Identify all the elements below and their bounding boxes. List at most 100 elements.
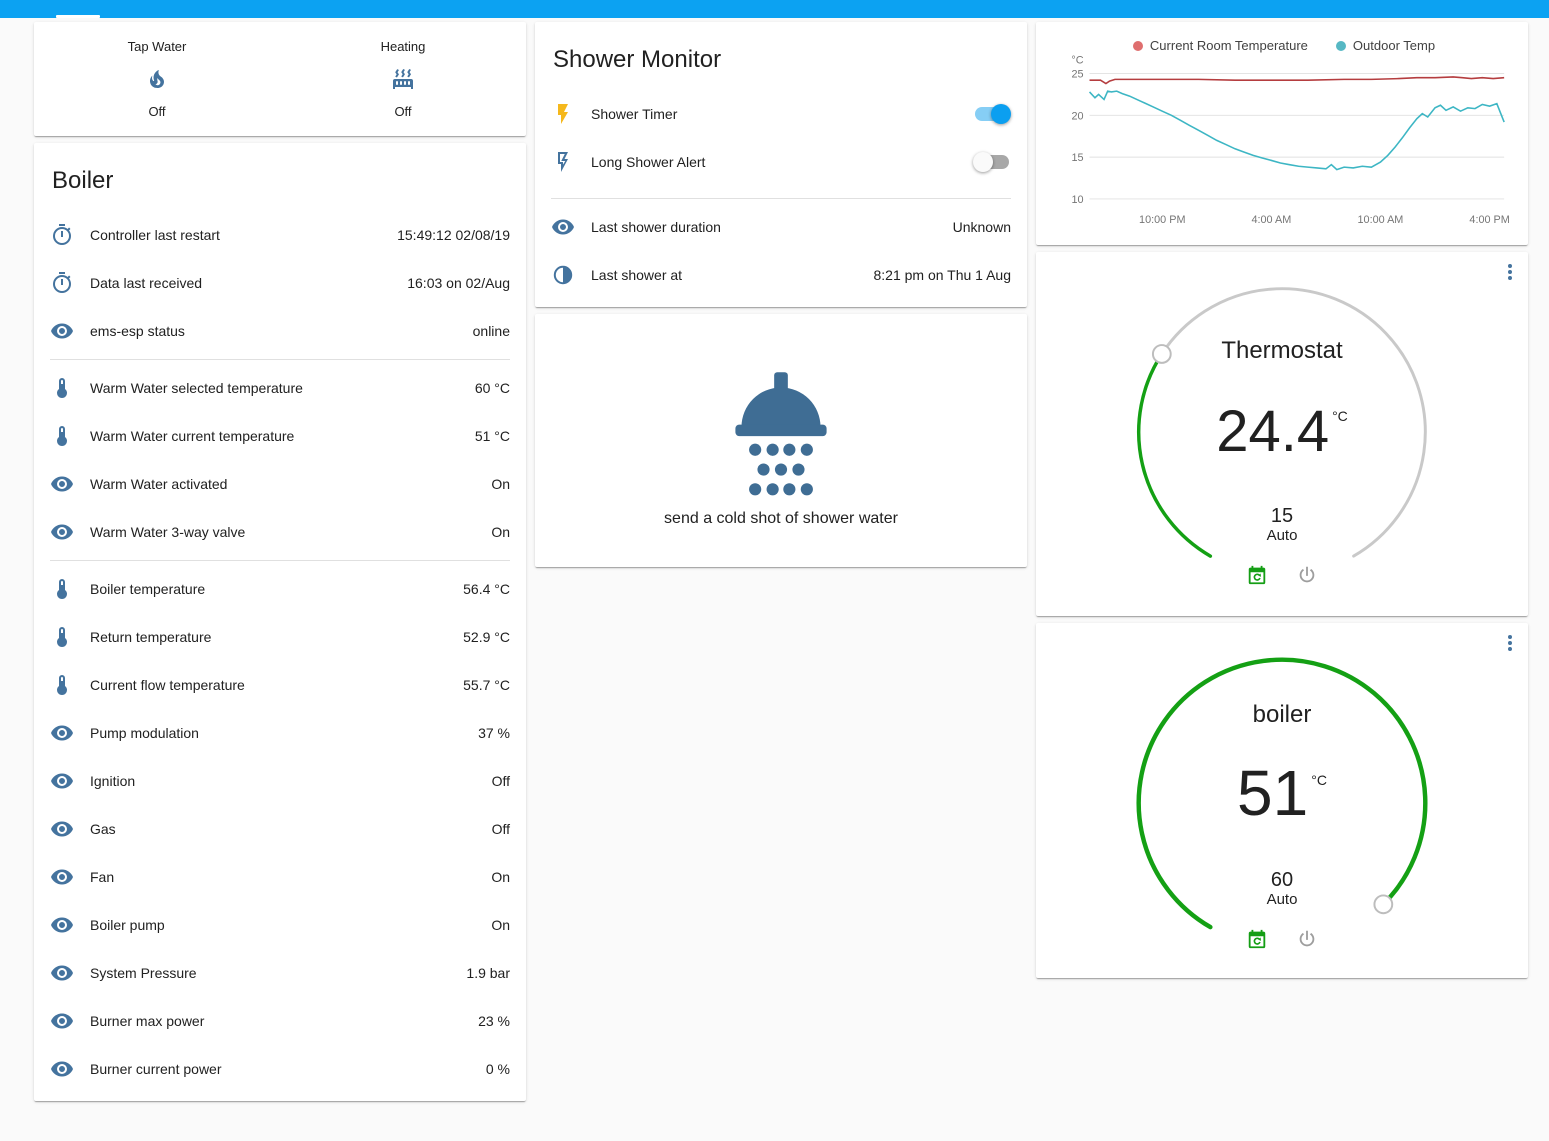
glance-item-tap-water[interactable]: Tap Water Off <box>46 39 267 119</box>
entity-value: 8:21 pm on Thu 1 Aug <box>873 267 1011 283</box>
temperature-value: 24.4 <box>1216 399 1330 464</box>
thermometer-icon <box>50 625 74 649</box>
divider <box>50 560 510 561</box>
calendar-refresh-icon[interactable] <box>1246 564 1268 586</box>
card-title: Boiler <box>52 167 114 194</box>
app-header <box>0 0 1549 18</box>
entity-row-return-temperature[interactable]: Return temperature 52.9 °C <box>34 613 526 661</box>
power-icon[interactable] <box>1296 564 1318 586</box>
entity-label: Warm Water 3-way valve <box>90 524 246 540</box>
entity-label: Warm Water activated <box>90 476 228 492</box>
entity-label: Controller last restart <box>90 227 220 243</box>
card-title: Shower Monitor <box>553 46 722 73</box>
svg-text:4:00 PM: 4:00 PM <box>1469 214 1509 226</box>
thermometer-icon <box>50 673 74 697</box>
entity-row-fan[interactable]: Fan On <box>34 853 526 901</box>
svg-text:°C: °C <box>1071 55 1083 67</box>
dial-gauge <box>1136 657 1428 930</box>
flash-icon <box>551 102 575 126</box>
entity-value: 60 °C <box>474 380 510 396</box>
entity-value: On <box>491 524 510 540</box>
svg-text:25: 25 <box>1072 69 1084 81</box>
entity-value: Unknown <box>952 219 1011 235</box>
entity-value: 51 °C <box>474 428 510 444</box>
entity-label: Return temperature <box>90 629 212 645</box>
more-menu-button[interactable] <box>1498 631 1522 655</box>
thermometer-icon <box>50 376 74 400</box>
entity-row-burner-current-power[interactable]: Burner current power 0 % <box>34 1045 526 1093</box>
entity-label: Ignition <box>90 773 136 789</box>
entity-row-shower-timer[interactable]: Shower Timer <box>535 90 1027 138</box>
divider <box>551 198 1011 199</box>
dashboard: Tap Water Off Heating Off Boiler Controller… <box>0 18 1549 1117</box>
entity-row-warm-water-selected-temperature[interactable]: Warm Water selected temperature 60 °C <box>34 364 526 412</box>
entity-label: Pump modulation <box>90 725 199 741</box>
entity-value: 23 % <box>478 1013 510 1029</box>
fire-icon <box>145 67 169 91</box>
entity-row-current-flow-temperature[interactable]: Current flow temperature 55.7 °C <box>34 661 526 709</box>
boiler-dial[interactable]: boiler 51 °C 60 Auto <box>1114 635 1450 971</box>
entity-row-warm-water-activated[interactable]: Warm Water activated On <box>34 460 526 508</box>
eye-icon <box>50 913 74 937</box>
glance-card: Tap Water Off Heating Off <box>34 22 526 136</box>
entity-label: Shower Timer <box>591 106 678 122</box>
toggle-long-shower-alert[interactable] <box>973 152 1011 172</box>
dial-value: 51 °C <box>1114 756 1450 830</box>
entity-row-system-pressure[interactable]: System Pressure 1.9 bar <box>34 949 526 997</box>
entity-label: Data last received <box>90 275 203 291</box>
toggle-thumb <box>973 152 993 172</box>
eye-icon <box>50 961 74 985</box>
column-3: Current Room Temperature Outdoor Temp 10 1… <box>1036 22 1528 978</box>
entity-value: 37 % <box>478 725 510 741</box>
eye-icon <box>50 769 74 793</box>
dial-mode: Auto <box>1266 527 1298 544</box>
boiler-entities-card: Boiler Controller last restart 15:49:12 0… <box>34 143 526 1101</box>
dial-gauge <box>1137 287 1427 558</box>
dial-title: Thermostat <box>1221 337 1343 364</box>
toggle-thumb <box>991 104 1011 124</box>
glance-item-heating[interactable]: Heating Off <box>292 39 513 119</box>
entity-row-warm-water-3-way-valve[interactable]: Warm Water 3-way valve On <box>34 508 526 556</box>
active-tab-indicator[interactable] <box>56 15 100 18</box>
dial-setpoint: 15 <box>1270 505 1294 527</box>
dial-mode: Auto <box>1266 891 1298 908</box>
entity-row-burner-max-power[interactable]: Burner max power 23 % <box>34 997 526 1045</box>
toggle-shower-timer[interactable] <box>973 104 1011 124</box>
svg-text:10:00 AM: 10:00 AM <box>1358 214 1404 226</box>
entity-value: online <box>472 323 510 339</box>
thermometer-icon <box>50 424 74 448</box>
eye-icon <box>551 215 575 239</box>
shower-action-card[interactable]: send a cold shot of shower water <box>535 314 1027 567</box>
thermostat-dial[interactable]: Thermostat 24.4 °C 15 Auto <box>1114 264 1450 600</box>
entity-row-data-last-received[interactable]: Data last received 16:03 on 02/Aug <box>34 259 526 307</box>
entity-row-boiler-pump[interactable]: Boiler pump On <box>34 901 526 949</box>
entity-row-controller-last-restart[interactable]: Controller last restart 15:49:12 02/08/19 <box>34 211 526 259</box>
entity-row-boiler-temperature[interactable]: Boiler temperature 56.4 °C <box>34 565 526 613</box>
entity-name: Tap Water <box>127 39 187 54</box>
entity-state: Off <box>148 104 166 119</box>
temperature-unit: °C <box>1332 408 1348 424</box>
temperature-value: 51 <box>1237 757 1309 829</box>
more-menu-button[interactable] <box>1498 260 1522 284</box>
entity-label: Boiler temperature <box>90 581 206 597</box>
entity-row-gas[interactable]: Gas Off <box>34 805 526 853</box>
entity-row-ems-esp-status[interactable]: ems-esp status online <box>34 307 526 355</box>
info-list: Last shower duration Unknown Last shower a… <box>535 203 1027 307</box>
legend-dot <box>1335 40 1346 51</box>
entity-row-last-shower-at[interactable]: Last shower at 8:21 pm on Thu 1 Aug <box>535 251 1027 299</box>
legend-item-outdoor-temp[interactable]: Outdoor Temp <box>1335 38 1435 53</box>
entity-row-pump-modulation[interactable]: Pump modulation 37 % <box>34 709 526 757</box>
entity-label: ems-esp status <box>90 323 185 339</box>
entity-row-long-shower-alert[interactable]: Long Shower Alert <box>535 138 1027 186</box>
entity-state: Off <box>394 104 412 119</box>
entity-row-ignition[interactable]: Ignition Off <box>34 757 526 805</box>
history-chart: 10 15 20 25 °C 10:00 PM 4:00 AM 10:00 AM 4:00 PM <box>1071 55 1509 226</box>
svg-text:10:00 PM: 10:00 PM <box>1139 214 1185 226</box>
entity-label: Last shower duration <box>591 219 721 235</box>
entity-row-warm-water-current-temperature[interactable]: Warm Water current temperature 51 °C <box>34 412 526 460</box>
power-icon[interactable] <box>1296 928 1318 950</box>
entity-row-last-shower-duration[interactable]: Last shower duration Unknown <box>535 203 1027 251</box>
legend-item-current-room-temperature[interactable]: Current Room Temperature <box>1132 38 1308 53</box>
calendar-refresh-icon[interactable] <box>1246 928 1268 950</box>
shower-icon <box>701 354 861 506</box>
